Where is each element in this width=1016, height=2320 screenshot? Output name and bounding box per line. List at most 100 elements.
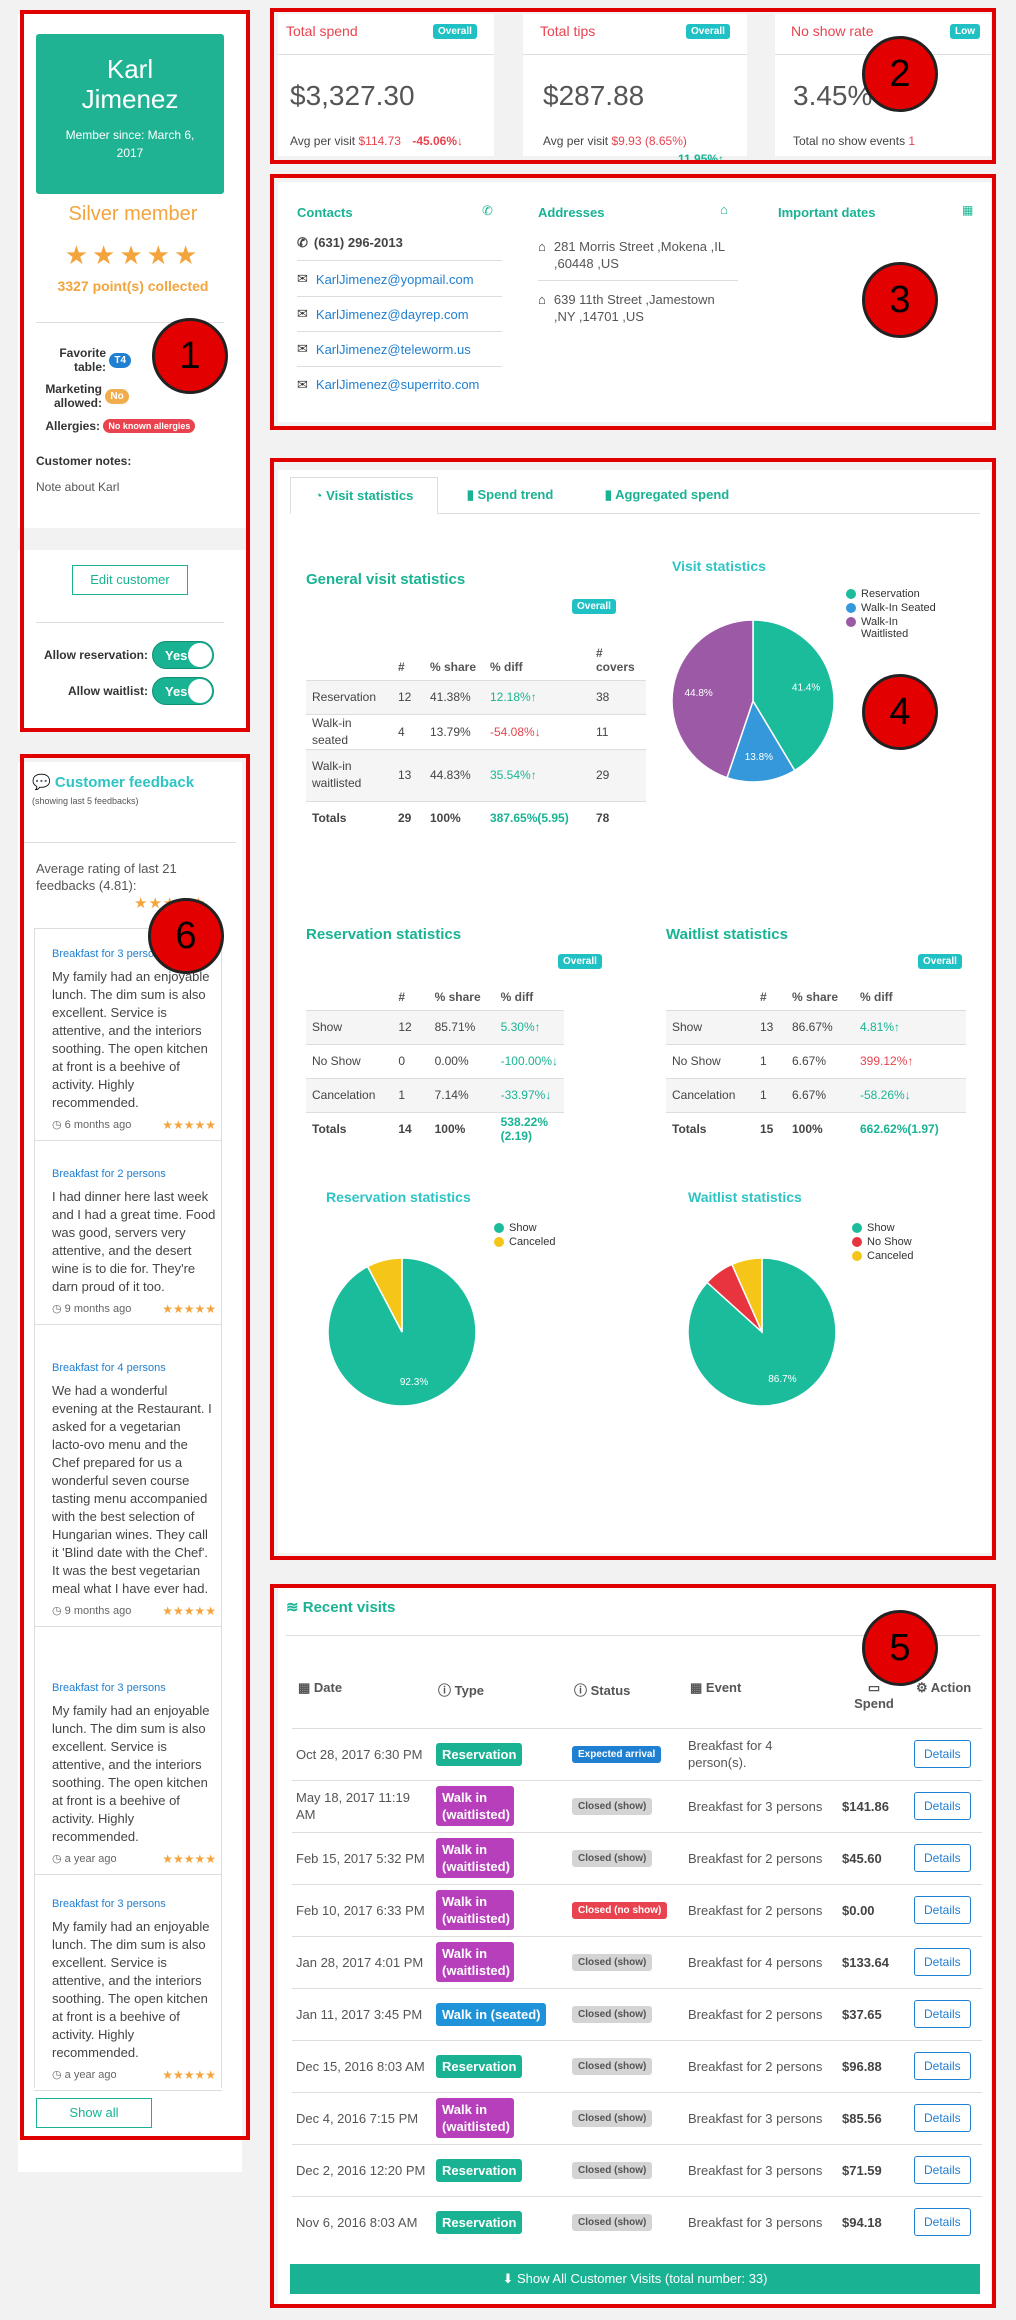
up-arrow-icon: ↑ bbox=[530, 690, 537, 704]
info-icon: ⓘ bbox=[438, 1683, 452, 1698]
total-tips-avg: $9.93 (8.65%) bbox=[611, 134, 687, 148]
table-row: Walk-in seated 4 13.79% -54.08%↓ 11 bbox=[306, 713, 646, 749]
table-row: Reservation 12 41.38% 12.18%↑ 38 bbox=[306, 679, 646, 714]
details-button[interactable]: Details bbox=[914, 1844, 971, 1872]
legend-item[interactable]: Show bbox=[852, 1222, 952, 1234]
legend-label: Walk-In Seated bbox=[861, 602, 936, 614]
visit-type-badge: Reservation bbox=[436, 1742, 523, 1766]
table-row: Cancelation 1 7.14% -33.97%↓ bbox=[306, 1077, 564, 1112]
visit-row: Dec 15, 2016 8:03 AM Reservation Closed (s… bbox=[292, 2039, 982, 2092]
details-button[interactable]: Details bbox=[914, 2208, 971, 2237]
feedback-item: Breakfast for 2 persons I had dinner here… bbox=[34, 1160, 222, 1325]
tab-label: Aggregated spend bbox=[615, 487, 730, 502]
down-arrow-icon: ↓ bbox=[457, 134, 464, 148]
tab-spend-trend[interactable]: ▮ Spend trend bbox=[450, 477, 570, 514]
up-arrow-icon: ↑ bbox=[534, 1020, 541, 1034]
star-icon: ★ bbox=[92, 240, 120, 270]
legend-item[interactable]: Walk-In Seated bbox=[846, 602, 936, 614]
no-show-badge: Low bbox=[950, 24, 980, 39]
details-button[interactable]: Details bbox=[914, 2156, 971, 2184]
visit-type-badge: Walk in (waitlisted) bbox=[436, 1942, 514, 1982]
details-button[interactable]: Details bbox=[914, 2000, 971, 2028]
email-link[interactable]: KarlJimenez@superrito.com bbox=[315, 377, 480, 392]
details-button[interactable]: Details bbox=[914, 1740, 971, 1768]
table-row: Show 13 86.67% 4.81%↑ bbox=[666, 1009, 966, 1044]
feedback-item-title[interactable]: Breakfast for 3 persons bbox=[52, 1682, 166, 1694]
legend-item[interactable]: No Show bbox=[852, 1236, 952, 1248]
details-button[interactable]: Details bbox=[914, 1792, 971, 1820]
details-button[interactable]: Details bbox=[914, 1948, 971, 1976]
feedback-item-time: 9 months ago bbox=[64, 1605, 132, 1617]
feedback-item-title[interactable]: Breakfast for 2 persons bbox=[52, 1168, 166, 1180]
visit-status-badge: Closed (show) bbox=[572, 2006, 653, 2023]
email-link[interactable]: KarlJimenez@dayrep.com bbox=[315, 306, 469, 322]
waitlist-pie-title: Waitlist statistics bbox=[688, 1189, 802, 1205]
email-link[interactable]: KarlJimenez@teleworm.us bbox=[315, 341, 471, 357]
legend-label: Canceled bbox=[867, 1250, 914, 1262]
feedback-item-title[interactable]: Breakfast for 3 persons bbox=[52, 1898, 166, 1910]
details-button[interactable]: Details bbox=[914, 1896, 971, 1924]
legend-swatch bbox=[846, 589, 856, 599]
allow-reservation-toggle[interactable]: Yes bbox=[152, 641, 214, 669]
feedback-item-title[interactable]: Breakfast for 3 persons bbox=[52, 948, 166, 960]
clock-icon: ◷ bbox=[52, 2069, 62, 2081]
visit-event: Breakfast for 3 persons bbox=[684, 2195, 838, 2248]
details-button[interactable]: Details bbox=[914, 2104, 971, 2132]
feedback-item-stars: ★★★★★ bbox=[162, 1852, 216, 1866]
visit-spend: $37.65 bbox=[838, 1987, 910, 2040]
feedback-item: Breakfast for 3 persons My family had an … bbox=[34, 1674, 222, 1875]
show-all-visits-label: Show All Customer Visits (total number: … bbox=[517, 2271, 768, 2286]
allow-waitlist-label: Allow waitlist: bbox=[67, 684, 148, 698]
details-button[interactable]: Details bbox=[914, 2052, 971, 2080]
visit-event: Breakfast for 2 persons bbox=[684, 1831, 838, 1884]
reservation-stats-table: #% share% diff Show 12 85.71% 5.30%↑ No Sho… bbox=[306, 980, 564, 1146]
total-tips-badge: Overall bbox=[686, 24, 730, 39]
annotation-marker-2: 2 bbox=[862, 36, 938, 112]
legend-swatch bbox=[494, 1237, 504, 1247]
annotation-marker-5: 5 bbox=[862, 1610, 938, 1686]
address-list: ⌂ 281 Morris Street ,Mokena ,IL ,60448 ,U… bbox=[538, 238, 738, 325]
favorite-table-row: Favorite table: T4 bbox=[36, 346, 236, 374]
visit-event: Breakfast for 2 persons bbox=[684, 2039, 838, 2092]
feedback-item-text: My family had an enjoyable lunch. The di… bbox=[52, 1919, 210, 2060]
visit-event: Breakfast for 4 person(s). bbox=[684, 1727, 838, 1780]
down-arrow-icon: ↓ bbox=[904, 1088, 911, 1102]
table-row: Totals 14 100% 538.22%(2.19) bbox=[306, 1111, 564, 1146]
no-show-label: No show rate bbox=[791, 23, 874, 39]
visit-date: May 18, 2017 11:19 AM bbox=[292, 1779, 432, 1832]
total-spend-avg: $114.73 bbox=[358, 134, 401, 148]
visit-date: Feb 10, 2017 6:33 PM bbox=[292, 1883, 432, 1936]
tab-label: Spend trend bbox=[477, 487, 554, 502]
edit-customer-button[interactable]: Edit customer bbox=[72, 565, 188, 595]
favorite-table-label: Favorite table: bbox=[59, 346, 106, 374]
legend-item[interactable]: Show bbox=[494, 1222, 594, 1234]
email-link[interactable]: KarlJimenez@yopmail.com bbox=[315, 271, 474, 287]
email-list: ✉ KarlJimenez@yopmail.com ✉ KarlJimenez@da… bbox=[297, 262, 502, 402]
pie-slice-reservation bbox=[752, 619, 835, 772]
legend-item[interactable]: Walk-In Waitlisted bbox=[846, 616, 936, 640]
tab-aggregated-spend[interactable]: ▮ Aggregated spend bbox=[592, 477, 742, 514]
pie-slice-show bbox=[327, 1257, 477, 1407]
legend-item[interactable]: Canceled bbox=[852, 1250, 952, 1262]
recent-visits-table: ▦ Date ⓘ Type ⓘ Status ▦ Event ▭ Spend ⚙ … bbox=[292, 1680, 982, 2248]
visit-type-badge: Reservation bbox=[436, 2158, 523, 2182]
legend-label: Walk-In Waitlisted bbox=[861, 616, 909, 640]
calendar-icon: ▦ bbox=[298, 1680, 311, 1695]
feedback-subtitle: (showing last 5 feedbacks) bbox=[32, 796, 139, 806]
tab-visit-statistics[interactable]: ◔ Visit statistics bbox=[290, 477, 438, 514]
show-all-feedback-button[interactable]: Show all bbox=[36, 2098, 152, 2128]
legend-item[interactable]: Canceled bbox=[494, 1236, 594, 1248]
up-arrow-icon: ↑ bbox=[718, 152, 725, 166]
feedback-item-title[interactable]: Breakfast for 4 persons bbox=[52, 1362, 166, 1374]
allow-waitlist-toggle[interactable]: Yes bbox=[152, 677, 214, 705]
legend-item[interactable]: Reservation bbox=[846, 588, 936, 600]
profile-card: Karl Jimenez Member since: March 6, 2017 bbox=[36, 34, 224, 194]
visit-statistics-pie: 41.4% 13.8% 44.8% bbox=[671, 619, 835, 783]
visit-row: Oct 28, 2017 6:30 PM Reservation Expected … bbox=[292, 1727, 982, 1780]
visit-spend: $96.88 bbox=[838, 2039, 910, 2092]
show-all-visits-button[interactable]: ⬇ Show All Customer Visits (total number… bbox=[290, 2264, 980, 2294]
visit-type-badge: Walk in (waitlisted) bbox=[436, 1838, 514, 1878]
visit-spend: $133.64 bbox=[838, 1935, 910, 1988]
total-spend-label: Total spend bbox=[286, 23, 358, 39]
gears-icon: ⚙ bbox=[916, 1680, 928, 1695]
